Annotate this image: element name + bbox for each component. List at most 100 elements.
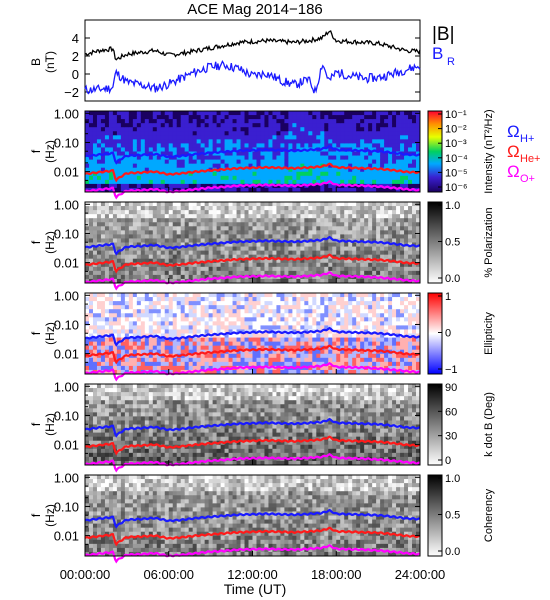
heatmap-cell (296, 297, 301, 302)
heatmap-cell (236, 111, 241, 116)
heatmap-cell (192, 111, 198, 116)
heatmap-cell (352, 353, 357, 359)
heatmap-cell (208, 321, 214, 326)
heatmap-cell (152, 127, 158, 132)
heatmap-cell (85, 151, 90, 156)
heatmap-cell (148, 262, 154, 268)
heatmap-cell (85, 123, 90, 128)
colorbar-tick-label: 0.0 (445, 273, 460, 285)
heatmap-cell (348, 317, 353, 322)
heatmap-cell (104, 337, 110, 342)
heatmap-cell (168, 127, 174, 132)
heatmap-cell (416, 155, 421, 160)
heatmap-cell (192, 155, 198, 160)
heatmap-cell (132, 325, 138, 330)
heatmap-cell (352, 230, 357, 235)
heatmap-cell (144, 361, 150, 367)
heatmap-cell (100, 222, 106, 227)
heatmap-cell (316, 135, 321, 140)
heatmap-cell (280, 254, 285, 260)
heatmap-cell (88, 266, 94, 272)
heatmap-cell (184, 270, 190, 276)
heatmap-cell (284, 341, 289, 347)
heatmap-cell (188, 115, 194, 120)
heatmap-cell (88, 135, 94, 140)
heatmap-cell (272, 226, 277, 231)
heatmap-cell (316, 131, 321, 136)
heatmap-cell (164, 329, 170, 334)
heatmap-cell (272, 305, 277, 310)
heatmap-cell (132, 329, 138, 334)
heatmap-cell (136, 297, 142, 302)
heatmap-cell (100, 123, 106, 128)
heatmap-cell (300, 151, 305, 156)
heatmap-cell (152, 230, 158, 235)
heatmap-cell (376, 293, 381, 298)
heatmap-cell (224, 179, 229, 185)
heatmap-cell (100, 238, 106, 243)
heatmap-cell (112, 135, 118, 140)
heatmap-cell (120, 365, 126, 371)
heatmap-cell (240, 206, 245, 211)
heatmap-cell (276, 361, 281, 367)
heatmap-cell (188, 270, 194, 276)
heatmap-cell (416, 250, 421, 256)
heatmap-cell (204, 325, 210, 330)
heatmap-cell (108, 369, 114, 375)
heatmap-cell (164, 115, 170, 120)
heatmap-cell (396, 266, 401, 272)
heatmap-cell (336, 222, 341, 227)
heatmap-cell (356, 175, 361, 181)
heatmap-cell (324, 155, 329, 160)
heatmap-cell (136, 143, 142, 148)
heatmap-cell (112, 123, 118, 128)
heatmap-cell (200, 309, 206, 314)
heatmap-cell (304, 357, 309, 363)
heatmap-cell (104, 274, 110, 280)
heatmap-cell (184, 238, 190, 243)
heatmap-cell (224, 301, 229, 306)
heatmap-cell (284, 361, 289, 367)
gyrofreq-O-line (84, 180, 421, 200)
heatmap-cell (184, 131, 190, 136)
heatmap-cell (384, 353, 389, 359)
heatmap-cell (196, 163, 202, 169)
heatmap-cell (320, 127, 325, 132)
heatmap-cell (136, 171, 142, 177)
heatmap-cell (296, 357, 301, 363)
heatmap-cell (296, 151, 301, 156)
heatmap-cell (196, 353, 202, 359)
heatmap-cell (172, 341, 178, 347)
heatmap-cell (216, 313, 221, 318)
heatmap-cell (408, 274, 413, 280)
heatmap-cell (108, 301, 114, 306)
heatmap-cell (412, 254, 417, 260)
heatmap-cell (292, 262, 297, 268)
heatmap-cell (216, 317, 221, 322)
heatmap-cell (164, 111, 170, 116)
heatmap-cell (400, 270, 405, 276)
heatmap-cell (368, 111, 373, 116)
heatmap-cell (136, 234, 142, 239)
heatmap-cell (416, 210, 421, 215)
heatmap-cell (252, 119, 257, 124)
heatmap-cell (344, 222, 349, 227)
heatmap-cell (332, 119, 337, 124)
heatmap-cell (92, 309, 98, 314)
heatmap-cell (248, 206, 253, 211)
heatmap-cell (136, 250, 142, 256)
heatmap-cell (252, 222, 257, 227)
heatmap-cell (312, 349, 317, 355)
heatmap-cell (160, 242, 166, 247)
heatmap-cell (112, 151, 118, 156)
heatmap-cell (264, 321, 269, 326)
heatmap-cell (252, 301, 257, 306)
heatmap-cell (256, 254, 261, 260)
heatmap-cell (384, 242, 389, 247)
heatmap-cell (96, 175, 102, 181)
heatmap-cell (328, 139, 333, 144)
heatmap-cell (316, 270, 321, 276)
heatmap-cell (180, 266, 186, 272)
heatmap-cell (384, 246, 389, 251)
heatmap-cell (164, 309, 170, 314)
